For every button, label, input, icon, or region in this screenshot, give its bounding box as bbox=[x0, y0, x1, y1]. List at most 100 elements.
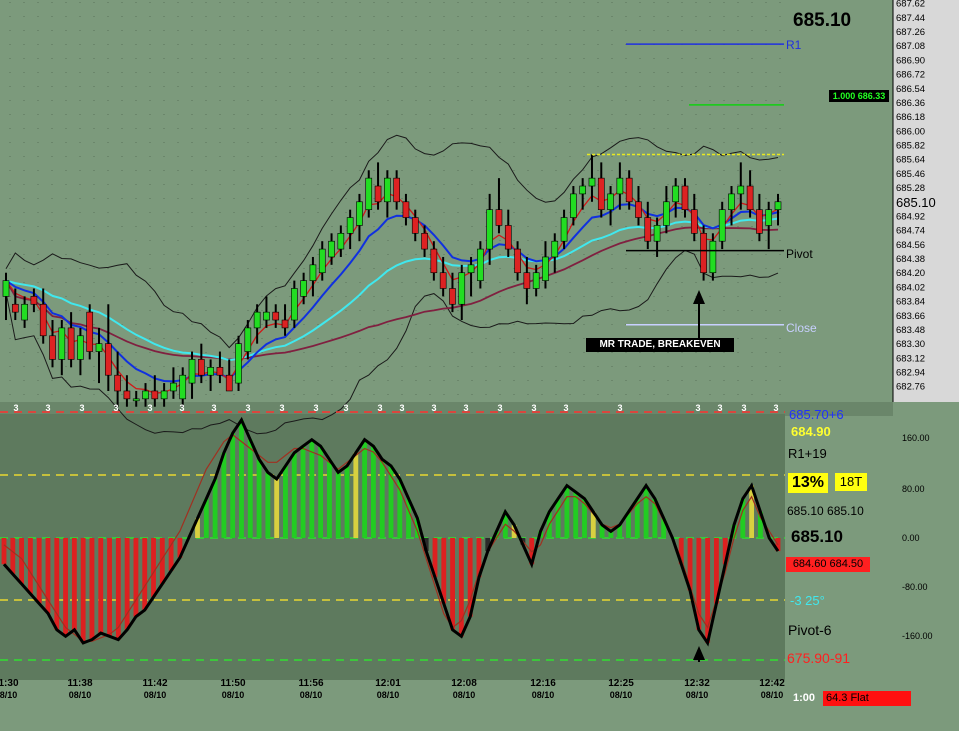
candle-body bbox=[774, 201, 782, 210]
bar-count-marker: 3 bbox=[399, 403, 404, 413]
candle-body bbox=[207, 367, 214, 376]
price-tick-label: 684.02 bbox=[896, 282, 925, 293]
ma-blue bbox=[5, 203, 779, 383]
price-tick-label: 684.38 bbox=[896, 254, 925, 265]
candle-body bbox=[616, 177, 624, 195]
candle-body bbox=[486, 209, 493, 250]
tick-box: 18T bbox=[835, 473, 867, 491]
candle-body bbox=[663, 201, 670, 226]
price-tick-label: 687.44 bbox=[896, 13, 925, 24]
time-tick-label: 11:42 bbox=[142, 678, 167, 689]
price-tick-label: 687.26 bbox=[896, 27, 925, 38]
candle-body bbox=[272, 311, 280, 321]
oscillator-panel-bg bbox=[0, 414, 785, 680]
price-tick-label: 684.92 bbox=[896, 211, 925, 222]
candle-body bbox=[672, 185, 680, 203]
candle-body bbox=[421, 233, 428, 250]
price-tick-label: 683.12 bbox=[896, 353, 925, 364]
price-tick-label: 686.54 bbox=[896, 84, 925, 95]
price-tick-label: 687.08 bbox=[896, 41, 925, 52]
candle-body bbox=[58, 327, 66, 360]
bar-count-marker: 3 bbox=[211, 403, 216, 413]
date-tick-label: 08/10 bbox=[453, 690, 476, 700]
time-tick-label: 11:30 bbox=[0, 678, 19, 689]
time-tick-label: 11:56 bbox=[298, 678, 323, 689]
price-tick-label: 686.72 bbox=[896, 70, 925, 81]
candle-body bbox=[235, 343, 242, 384]
bar-count-marker: 3 bbox=[343, 403, 348, 413]
time-tick-label: 11:50 bbox=[220, 678, 245, 689]
date-tick-label: 08/10 bbox=[144, 690, 167, 700]
pivot-label: Pivot bbox=[786, 247, 813, 261]
osc-price: 685.10 bbox=[791, 527, 843, 546]
bar-count-marker: 3 bbox=[45, 403, 50, 413]
date-tick-label: 08/10 bbox=[610, 690, 633, 700]
bottom-status: 64.3 Flat bbox=[823, 691, 911, 706]
time-tick-label: 12:08 bbox=[451, 678, 477, 689]
candle-body bbox=[635, 201, 642, 218]
candle-body bbox=[104, 343, 112, 376]
candle-body bbox=[263, 311, 270, 321]
candle-body bbox=[384, 177, 391, 203]
time-tick-label: 12:32 bbox=[684, 678, 710, 689]
price-tick-label: 682.76 bbox=[896, 382, 925, 393]
candle-body bbox=[449, 288, 456, 305]
time-tick-label: 12:16 bbox=[530, 678, 556, 689]
osc-tick-label: 80.00 bbox=[902, 484, 925, 494]
candle-body bbox=[151, 390, 159, 400]
candle-body bbox=[402, 201, 410, 218]
bar-count-marker: 3 bbox=[773, 403, 778, 413]
osc-yellow-value: 684.90 bbox=[791, 424, 831, 439]
osc-tick-label: -80.00 bbox=[902, 582, 928, 592]
price-tick-label: 683.48 bbox=[896, 325, 925, 336]
osc-top-value: 685.70+6 bbox=[789, 407, 844, 422]
bottom-value: 675.90-91 bbox=[787, 650, 851, 666]
bollinger-upper bbox=[5, 134, 779, 349]
price-tick-label: 685.64 bbox=[896, 155, 925, 166]
osc-arrow-head bbox=[693, 646, 705, 660]
candle-body bbox=[653, 225, 661, 242]
candle-body bbox=[737, 185, 745, 195]
candle-body bbox=[579, 185, 586, 195]
date-tick-label: 08/10 bbox=[377, 690, 400, 700]
price-tick-label: 686.18 bbox=[896, 112, 925, 123]
bollinger-lower bbox=[5, 249, 779, 435]
bar-count-marker: 3 bbox=[497, 403, 502, 413]
date-tick-label: 08/10 bbox=[686, 690, 709, 700]
price-tick-label: 683.84 bbox=[896, 297, 925, 308]
time-tick-label: 12:25 bbox=[608, 678, 634, 689]
candle-body bbox=[644, 217, 652, 242]
candle-body bbox=[281, 319, 289, 329]
date-tick-label: 08/10 bbox=[300, 690, 323, 700]
candle-body bbox=[77, 335, 84, 360]
candle-body bbox=[188, 359, 196, 384]
candle-body bbox=[365, 177, 373, 210]
candle-body bbox=[2, 280, 10, 297]
candle-body bbox=[765, 209, 773, 226]
date-tick-label: 08/10 bbox=[69, 690, 92, 700]
candle-body bbox=[244, 327, 252, 352]
date-tick-label: 08/10 bbox=[222, 690, 245, 700]
time-tick-label: 12:01 bbox=[375, 678, 401, 689]
time-tick-label: 12:42 bbox=[759, 678, 785, 689]
osc-main-line bbox=[2, 416, 780, 647]
candle-body bbox=[253, 311, 261, 329]
price-tick-label: 683.30 bbox=[896, 339, 925, 350]
candle-body bbox=[532, 272, 540, 289]
candle-body bbox=[179, 374, 187, 400]
candle-body bbox=[300, 280, 307, 297]
bar-count-marker: 3 bbox=[617, 403, 622, 413]
bar-count-marker: 3 bbox=[377, 403, 382, 413]
candle-body bbox=[542, 256, 549, 281]
date-tick-label: 08/10 bbox=[0, 690, 17, 700]
last-price-headline: 685.10 bbox=[793, 10, 852, 31]
candle-body bbox=[198, 359, 205, 376]
candle-body bbox=[123, 390, 131, 400]
candle-body bbox=[560, 217, 568, 242]
candle-body bbox=[458, 272, 466, 305]
candle-body bbox=[514, 248, 521, 274]
osc-tick-label: 160.00 bbox=[902, 433, 930, 443]
candle-body bbox=[477, 248, 484, 281]
last-price-axis-label: 685.10 bbox=[896, 195, 936, 210]
bar-count-marker: 3 bbox=[147, 403, 152, 413]
